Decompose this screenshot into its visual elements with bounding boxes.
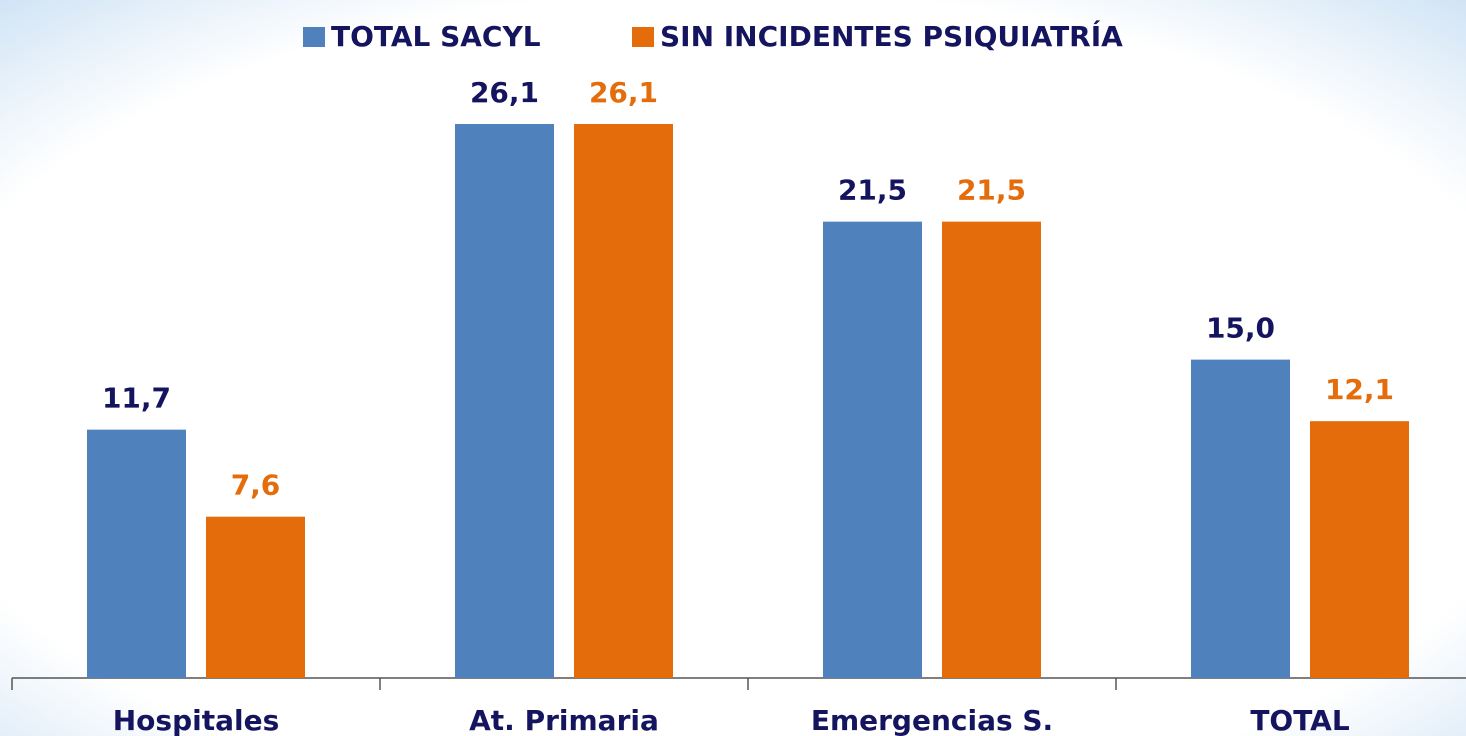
legend-label: SIN INCIDENTES PSIQUIATRÍA [660, 19, 1123, 53]
bar [206, 516, 305, 678]
bar [574, 124, 673, 678]
legend-label: TOTAL SACYL [331, 20, 541, 53]
bar [823, 221, 922, 679]
data-label: 7,6 [231, 469, 281, 502]
bar [1191, 359, 1290, 678]
legend-swatch [303, 27, 325, 47]
bar [87, 429, 186, 678]
x-tick-label: At. Primaria [469, 704, 659, 736]
data-label: 21,5 [957, 174, 1026, 207]
x-tick-label: TOTAL [1250, 704, 1349, 736]
data-label: 12,1 [1325, 373, 1394, 406]
bar [942, 221, 1041, 679]
data-label: 26,1 [470, 76, 539, 109]
data-label: 11,7 [102, 382, 171, 415]
legend-swatch [632, 27, 654, 47]
x-tick-label: Emergencias S. [811, 704, 1053, 736]
bar [455, 124, 554, 678]
data-label: 21,5 [838, 174, 907, 207]
x-tick-label: Hospitales [113, 704, 280, 736]
bar [1310, 421, 1409, 678]
data-label: 15,0 [1206, 312, 1275, 345]
data-label: 26,1 [589, 76, 658, 109]
